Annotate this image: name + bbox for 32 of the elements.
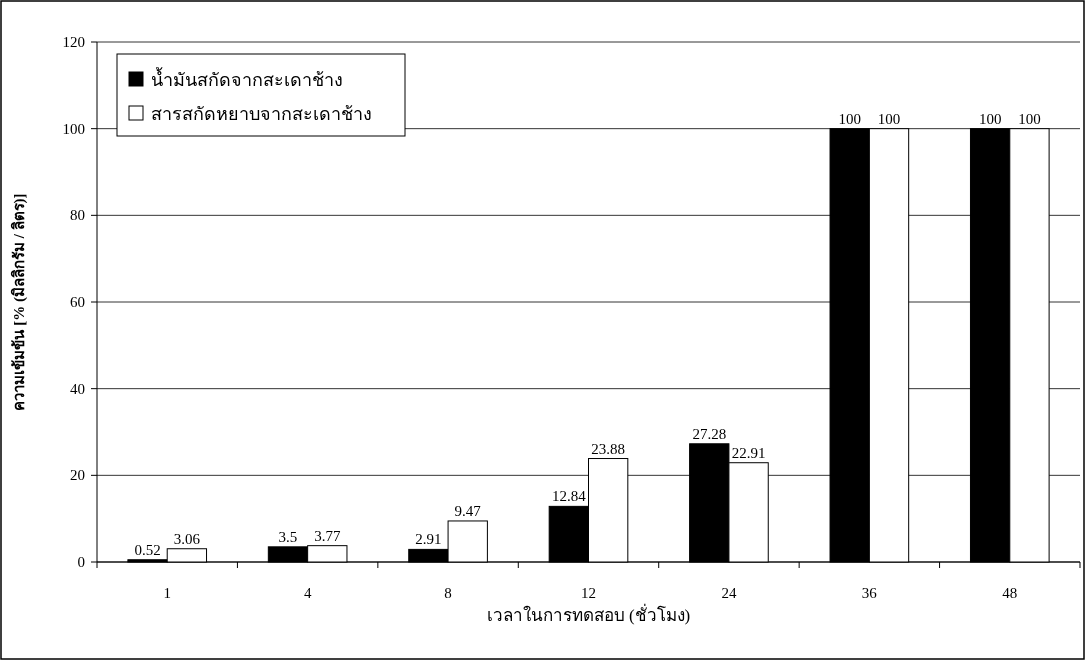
data-label: 100 bbox=[838, 110, 861, 127]
y-tick-label: 60 bbox=[70, 294, 85, 310]
x-tick-label: 36 bbox=[861, 585, 878, 601]
data-label: 100 bbox=[877, 110, 901, 127]
data-label: 3.77 bbox=[314, 527, 341, 544]
data-label: 27.28 bbox=[692, 425, 727, 442]
x-tick-label: 24 bbox=[721, 585, 737, 601]
data-label: 3.06 bbox=[173, 530, 201, 547]
y-tick-label: 100 bbox=[62, 120, 85, 137]
data-label: 0.52 bbox=[134, 541, 161, 558]
x-tick-label: 1 bbox=[163, 585, 171, 601]
y-tick-label: 20 bbox=[70, 467, 85, 484]
data-label: 22.91 bbox=[731, 444, 766, 461]
data-label: 100 bbox=[978, 110, 1002, 127]
y-tick-label: 120 bbox=[62, 34, 85, 50]
y-tick-label: 40 bbox=[70, 380, 85, 397]
x-tick-label: 48 bbox=[1002, 585, 1018, 601]
x-tick-label: 12 bbox=[581, 585, 596, 601]
y-tick-label: 80 bbox=[70, 207, 85, 224]
legend-label: น้ำมันสกัดจากสะเดาช้าง bbox=[151, 67, 343, 90]
data-label: 12.84 bbox=[551, 488, 587, 505]
x-tick-label: 4 bbox=[303, 585, 312, 601]
data-label: 100 bbox=[1018, 110, 1041, 127]
data-label: 2.91 bbox=[415, 531, 442, 548]
y-tick-label: 0 bbox=[77, 554, 85, 570]
data-label: 23.88 bbox=[591, 440, 626, 457]
data-label: 3.5 bbox=[278, 528, 298, 545]
x-axis-title: เวลาในการทดสอบ (ชั่วโมง) bbox=[486, 603, 691, 625]
y-axis-title: ความเข้มข้น [% (มิลลิกรัม / ลิตร)] bbox=[10, 193, 28, 411]
data-label: 9.47 bbox=[454, 502, 482, 519]
x-tick-label: 8 bbox=[444, 585, 452, 601]
legend-label: สารสกัดหยาบจากสะเดาช้าง bbox=[151, 104, 372, 124]
